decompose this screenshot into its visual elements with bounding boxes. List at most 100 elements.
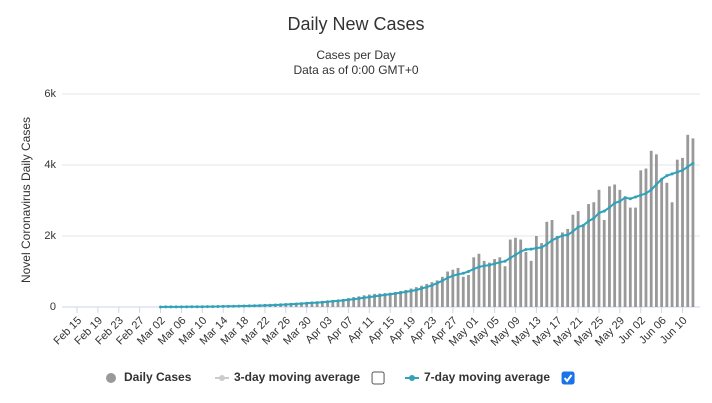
bar [472,257,476,307]
y-tick-label: 4k [44,159,56,171]
line-point [513,253,517,257]
bar [503,266,507,307]
bar [597,189,601,307]
bar [435,280,439,307]
line-point [226,304,230,308]
line-point [670,172,674,176]
line-point [555,236,559,240]
line-point [237,304,241,308]
line-point [587,219,591,223]
line-point [581,223,585,227]
bar [456,267,460,307]
legend-label[interactable]: 3-day moving average [234,370,360,384]
line-point [326,300,330,304]
bar [561,232,564,307]
line-point [519,250,523,254]
bar [587,204,590,307]
line-point [597,211,601,215]
line-point [665,174,669,178]
bar [571,214,575,307]
line-point [273,303,277,307]
line-point [409,289,413,293]
line-point [560,234,564,238]
bar [310,302,314,307]
line-point [294,302,298,306]
bar [655,154,658,307]
line-point [346,298,350,302]
line-point [435,281,439,285]
line-point [477,265,481,269]
line-point [607,206,611,210]
line-point [388,292,392,296]
bar [430,282,434,307]
legend-label[interactable]: 7-day moving average [424,370,550,384]
bar [326,300,329,307]
legend-label[interactable]: Daily Cases [124,370,192,384]
line-point [200,305,204,309]
line-point [482,264,486,268]
bar [420,285,423,307]
bar [519,239,523,307]
line-point [258,304,262,308]
line-point [310,301,314,305]
checkbox[interactable] [561,371,575,385]
legend-symbol [409,375,415,381]
bar [508,239,512,307]
bar [686,134,690,307]
line-point [576,225,580,229]
line-point [628,197,632,201]
line-point [498,260,502,264]
line-point [399,291,403,295]
line-point [279,303,283,307]
bar [581,225,585,307]
checkbox[interactable] [371,371,385,385]
line-point [159,305,163,309]
line-point [404,290,408,294]
bar [320,301,324,307]
line-point [174,305,178,309]
bar [467,275,470,307]
bar [608,186,611,307]
line-point [571,229,575,233]
bar [383,293,387,307]
line-point [508,256,512,260]
bar [315,301,319,307]
line-point [430,283,434,287]
line-point [420,287,424,291]
line-point [493,262,497,266]
legend-symbol [219,375,225,381]
bar [691,138,695,307]
bar [675,159,679,307]
line-point [195,305,199,309]
line-point [221,304,225,308]
line-point [634,195,638,199]
line-point [362,296,366,300]
line-point [216,305,220,309]
line-point [451,274,455,278]
bar [628,207,632,307]
line-point [414,288,418,292]
line-point [299,302,303,306]
bar [514,237,517,307]
line-point [472,267,476,271]
line-point [456,272,460,276]
line-point [545,242,549,246]
bar [394,292,397,307]
bar [592,202,596,307]
line-point [341,298,345,302]
bar [529,260,533,307]
line-point [534,246,538,250]
line-point [305,301,309,305]
bar [378,293,382,307]
line-point [654,183,658,187]
line-point [232,304,236,308]
bar [545,221,549,307]
line-point [373,294,377,298]
line-point [660,177,664,181]
bar [555,236,559,307]
bar [367,294,371,307]
bar [634,207,637,307]
line-point [613,201,617,205]
bar [446,271,450,307]
bar [649,150,653,307]
